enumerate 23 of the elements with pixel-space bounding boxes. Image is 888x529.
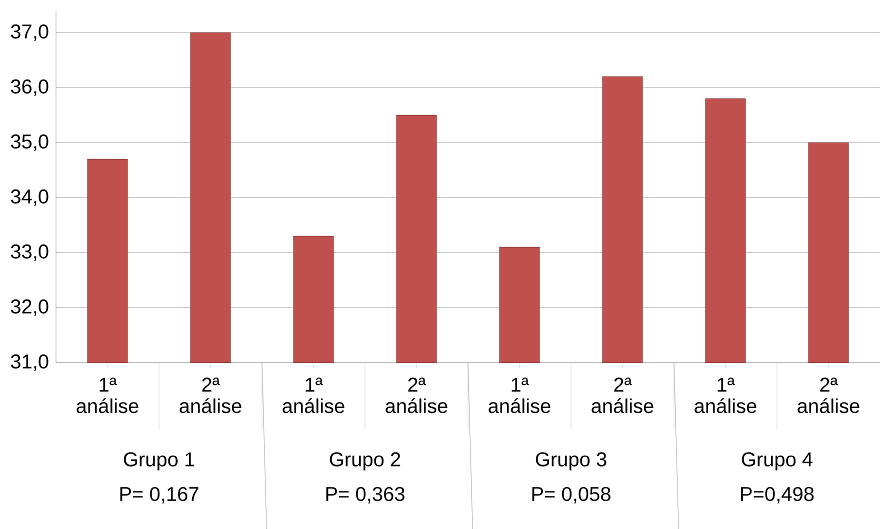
y-tick-label: 31,0: [10, 354, 48, 371]
x-tick-label: 2ª análise: [798, 377, 860, 413]
text: P= 0,058: [532, 486, 610, 504]
text: P=0,498: [741, 486, 814, 504]
x-tick-label: 2ª análise: [386, 377, 448, 413]
text: Grupo 4: [742, 452, 813, 470]
x-tick-label: 1ª análise: [76, 377, 138, 413]
y-tick-label: 36,0: [10, 79, 48, 96]
y-tick-label: 32,0: [10, 299, 48, 316]
x-tick-label: 2ª análise: [592, 377, 654, 413]
y-tick-label: 34,0: [10, 189, 48, 206]
y-tick-label: 35,0: [10, 134, 48, 151]
text: P= 0,167: [120, 486, 198, 504]
x-tick-label: 1ª análise: [694, 377, 756, 413]
text: Grupo 2: [330, 452, 400, 470]
y-tick-label: 37,0: [10, 24, 48, 41]
text: Grupo 3: [536, 452, 606, 470]
x-tick-label: 1ª análise: [282, 377, 344, 413]
text: Grupo 1: [124, 452, 194, 470]
x-tick-label: 2ª análise: [180, 377, 242, 413]
text: P= 0,363: [326, 486, 404, 504]
x-tick-label: 1ª análise: [488, 377, 550, 413]
y-tick-label: 33,0: [10, 244, 48, 261]
